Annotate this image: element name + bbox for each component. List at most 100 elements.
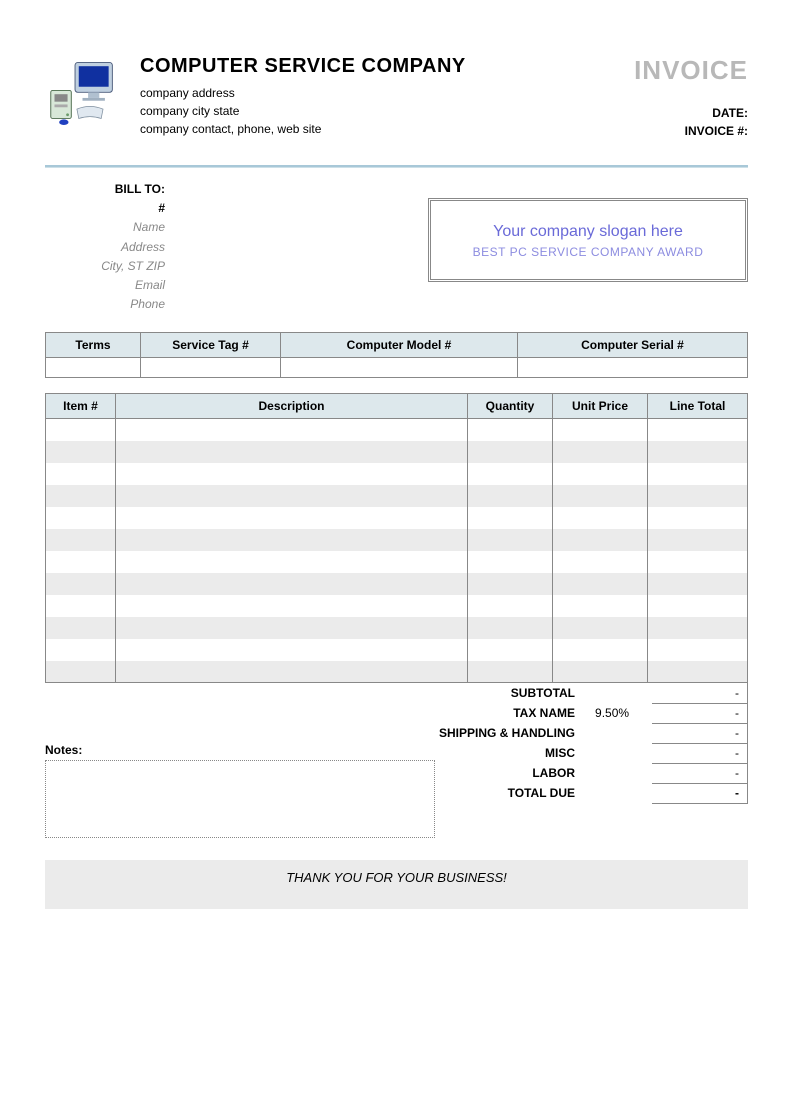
items-cell[interactable] <box>46 419 116 441</box>
items-cell[interactable] <box>468 595 553 617</box>
items-cell[interactable] <box>553 507 648 529</box>
items-cell[interactable] <box>648 441 748 463</box>
items-cell[interactable] <box>46 507 116 529</box>
items-cell[interactable] <box>116 463 468 485</box>
items-cell[interactable] <box>116 617 468 639</box>
totals-rate <box>583 723 652 743</box>
table-row <box>46 441 748 463</box>
table-row <box>46 595 748 617</box>
mid-section: BILL TO: # Name Address City, ST ZIP Ema… <box>45 180 748 314</box>
info-header-cell: Computer Model # <box>281 333 518 358</box>
items-cell[interactable] <box>468 441 553 463</box>
items-cell[interactable] <box>553 419 648 441</box>
totals-table: SUBTOTAL-TAX NAME9.50%-SHIPPING & HANDLI… <box>435 683 748 804</box>
table-row <box>46 573 748 595</box>
info-cell[interactable] <box>281 358 518 378</box>
totals-value: - <box>652 783 747 803</box>
items-cell[interactable] <box>116 639 468 661</box>
info-cell[interactable] <box>518 358 748 378</box>
items-cell[interactable] <box>553 529 648 551</box>
items-cell[interactable] <box>648 661 748 683</box>
date-label: DATE: <box>528 104 748 122</box>
table-row <box>46 463 748 485</box>
items-cell[interactable] <box>116 485 468 507</box>
bill-to-block: BILL TO: # Name Address City, ST ZIP Ema… <box>45 180 165 314</box>
items-cell[interactable] <box>46 441 116 463</box>
items-cell[interactable] <box>648 573 748 595</box>
items-cell[interactable] <box>553 617 648 639</box>
items-cell[interactable] <box>46 551 116 573</box>
items-cell[interactable] <box>648 595 748 617</box>
items-cell[interactable] <box>46 573 116 595</box>
info-header-cell: Service Tag # <box>141 333 281 358</box>
items-cell[interactable] <box>553 551 648 573</box>
totals-value: - <box>652 723 747 743</box>
items-cell[interactable] <box>46 639 116 661</box>
items-header-cell: Item # <box>46 394 116 419</box>
table-row <box>46 551 748 573</box>
items-cell[interactable] <box>553 441 648 463</box>
info-cell[interactable] <box>141 358 281 378</box>
totals-column: SUBTOTAL-TAX NAME9.50%-SHIPPING & HANDLI… <box>435 683 748 838</box>
items-cell[interactable] <box>648 529 748 551</box>
header: COMPUTER SERVICE COMPANY company address… <box>45 55 748 140</box>
items-cell[interactable] <box>648 463 748 485</box>
items-cell[interactable] <box>648 485 748 507</box>
items-cell[interactable] <box>46 617 116 639</box>
table-row <box>46 529 748 551</box>
items-cell[interactable] <box>553 595 648 617</box>
company-name: COMPUTER SERVICE COMPANY <box>140 55 528 78</box>
items-cell[interactable] <box>46 529 116 551</box>
items-cell[interactable] <box>46 463 116 485</box>
items-cell[interactable] <box>648 617 748 639</box>
items-cell[interactable] <box>553 661 648 683</box>
items-cell[interactable] <box>468 485 553 507</box>
items-cell[interactable] <box>468 507 553 529</box>
items-cell[interactable] <box>468 573 553 595</box>
items-cell[interactable] <box>468 419 553 441</box>
bottom-section: Notes: SUBTOTAL-TAX NAME9.50%-SHIPPING &… <box>45 683 748 838</box>
items-cell[interactable] <box>116 595 468 617</box>
items-cell[interactable] <box>553 573 648 595</box>
items-cell[interactable] <box>468 661 553 683</box>
bill-to-city: City, ST ZIP <box>45 257 165 276</box>
totals-rate <box>583 783 652 803</box>
items-cell[interactable] <box>116 419 468 441</box>
items-cell[interactable] <box>468 617 553 639</box>
items-cell[interactable] <box>116 441 468 463</box>
items-cell[interactable] <box>553 639 648 661</box>
items-cell[interactable] <box>553 485 648 507</box>
items-cell[interactable] <box>648 639 748 661</box>
info-table: TermsService Tag #Computer Model #Comput… <box>45 332 748 378</box>
items-cell[interactable] <box>116 507 468 529</box>
totals-label: TAX NAME <box>435 703 583 723</box>
items-header-cell: Quantity <box>468 394 553 419</box>
items-cell[interactable] <box>648 551 748 573</box>
items-cell[interactable] <box>468 529 553 551</box>
items-cell[interactable] <box>648 507 748 529</box>
items-cell[interactable] <box>553 463 648 485</box>
table-row <box>46 485 748 507</box>
totals-label: MISC <box>435 743 583 763</box>
items-cell[interactable] <box>46 661 116 683</box>
slogan-main: Your company slogan here <box>441 223 735 241</box>
totals-rate <box>583 743 652 763</box>
info-cell[interactable] <box>46 358 141 378</box>
notes-box[interactable] <box>45 760 435 838</box>
items-cell[interactable] <box>648 419 748 441</box>
items-cell[interactable] <box>116 529 468 551</box>
header-divider <box>45 165 748 168</box>
items-cell[interactable] <box>116 551 468 573</box>
items-cell[interactable] <box>46 485 116 507</box>
items-cell[interactable] <box>468 463 553 485</box>
info-header-cell: Terms <box>46 333 141 358</box>
items-cell[interactable] <box>468 551 553 573</box>
table-row <box>46 419 748 441</box>
items-cell[interactable] <box>468 639 553 661</box>
items-cell[interactable] <box>116 661 468 683</box>
totals-label: LABOR <box>435 763 583 783</box>
bill-to-name: Name <box>45 218 165 237</box>
items-cell[interactable] <box>116 573 468 595</box>
items-header-cell: Description <box>116 394 468 419</box>
items-cell[interactable] <box>46 595 116 617</box>
